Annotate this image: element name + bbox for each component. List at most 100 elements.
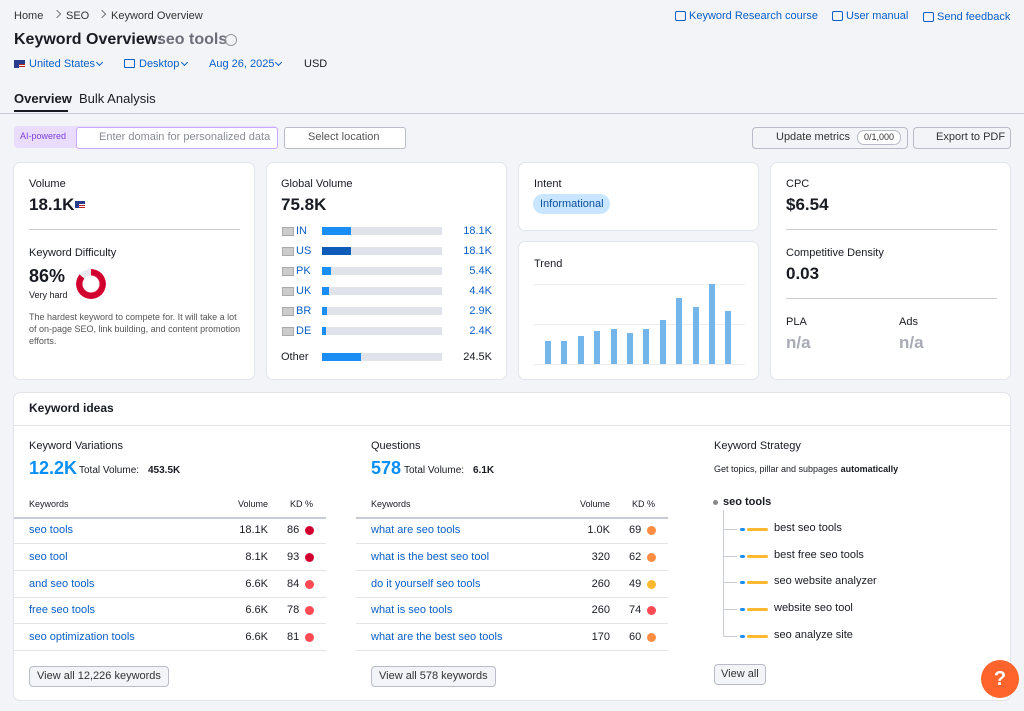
bar-blue [740, 554, 745, 558]
tree-branch [723, 529, 737, 530]
keyword-link[interactable]: do it yourself seo tools [371, 577, 481, 590]
kd-dot [305, 633, 314, 643]
domain-input[interactable] [76, 127, 278, 149]
location-select[interactable] [284, 127, 406, 149]
column-header: Volume [237, 499, 268, 509]
value-label[interactable]: 2.4K [469, 325, 492, 337]
volume: 170 [591, 631, 610, 644]
kd: 81 [287, 631, 300, 644]
page-title: Keyword Overview: [14, 31, 163, 48]
tree-item: seo analyze site [774, 628, 853, 641]
breadcrumb[interactable]: SEO [66, 10, 90, 22]
divider [14, 425, 1010, 426]
icon [923, 12, 934, 22]
label: Global Volume [281, 178, 353, 190]
keyword-link[interactable]: seo tools [29, 524, 74, 536]
chevron [180, 58, 189, 67]
label: CPC [786, 178, 810, 190]
chevron [95, 58, 104, 67]
divider [14, 517, 326, 519]
flag [282, 327, 294, 336]
kd: 60 [629, 631, 642, 644]
value-label[interactable]: 18.1K [463, 225, 492, 237]
bar-yellow [747, 634, 768, 638]
btn[interactable]: View all 12,226 keywords [29, 666, 169, 687]
bar [322, 227, 351, 235]
bar-blue [740, 581, 745, 585]
keyword-link[interactable]: seo optimization tools [29, 631, 135, 644]
metric[interactable]: 12.2K [29, 458, 78, 478]
bar-blue [740, 528, 745, 531]
trend-bar [709, 284, 715, 364]
value-label[interactable]: 18.1K [463, 245, 492, 257]
keyword-link[interactable]: what are seo tools [371, 524, 461, 536]
value-label[interactable]: 2.9K [469, 305, 492, 317]
btn[interactable]: View all [714, 664, 766, 685]
divider [786, 298, 997, 299]
add-icon [225, 34, 237, 46]
value-label[interactable]: 5.4K [469, 265, 492, 277]
help-button[interactable]: ? [981, 660, 1019, 698]
kd-dot [305, 606, 314, 616]
kd-dot [647, 606, 656, 616]
tab[interactable]: Bulk Analysis [79, 91, 156, 106]
trend-bar [561, 340, 568, 364]
header-link[interactable]: Send feedback [937, 11, 1011, 23]
header-link[interactable]: User manual [846, 10, 909, 22]
column-header: Volume [579, 499, 610, 509]
label: Very hard [29, 290, 68, 300]
trend-bar [676, 297, 683, 364]
metric: n/a [899, 333, 924, 352]
btn[interactable] [913, 127, 1011, 149]
badge [857, 130, 901, 145]
intent-pill [533, 194, 610, 214]
metric: $6.54 [786, 195, 829, 214]
volume: 6.6K [245, 631, 268, 644]
divider [14, 596, 326, 598]
country-code: UK [296, 285, 312, 297]
trend-bar [577, 336, 584, 364]
chevron [97, 9, 107, 19]
filter[interactable]: Aug 26, 2025 [209, 58, 275, 70]
filter[interactable]: Desktop [139, 58, 180, 70]
column-header: Keywords [29, 499, 69, 509]
placeholder: Select location [308, 131, 380, 143]
header-link[interactable]: Keyword Research course [689, 10, 819, 22]
country-code: PK [296, 265, 311, 277]
text: Get topics, pillar and subpages [714, 464, 838, 474]
bar-yellow [747, 581, 768, 585]
column-header: KD % [290, 499, 314, 509]
label: Competitive Density [786, 247, 884, 259]
keyword-link[interactable]: and seo tools [29, 577, 95, 590]
keyword: seo tools [157, 31, 228, 48]
bar [322, 287, 329, 295]
keyword-link[interactable]: what is the best seo tool [371, 550, 490, 563]
btn[interactable]: View all 578 keywords [371, 666, 496, 687]
label: Questions [371, 440, 421, 452]
metric[interactable]: 578 [371, 458, 402, 478]
filter[interactable]: United States [29, 58, 96, 70]
button-text: Update metrics [776, 131, 850, 143]
breadcrumb[interactable]: Home [14, 10, 44, 22]
bar-yellow [747, 608, 768, 612]
keyword-link[interactable]: seo tool [29, 550, 68, 563]
label: Intent [534, 178, 562, 190]
tab[interactable]: Overview [14, 91, 72, 106]
badge-text: 0/1,000 [864, 132, 895, 142]
value-label[interactable]: 4.4K [469, 285, 492, 297]
label: Total Volume: [79, 465, 140, 476]
kd: 86 [287, 524, 300, 536]
trend-bar [627, 332, 633, 364]
currency: USD [304, 58, 328, 70]
label: Keyword Strategy [714, 440, 801, 452]
metric: 86% [29, 266, 66, 286]
flag [282, 227, 294, 236]
keyword-link[interactable]: what are the best seo tools [371, 631, 503, 644]
trend-bar [643, 328, 650, 364]
bar-yellow [747, 528, 768, 531]
divider [0, 113, 1024, 114]
divider [356, 543, 668, 544]
keyword-link[interactable]: what is seo tools [371, 604, 453, 617]
intent: Informational [540, 198, 604, 210]
keyword-link[interactable]: free seo tools [29, 604, 96, 617]
